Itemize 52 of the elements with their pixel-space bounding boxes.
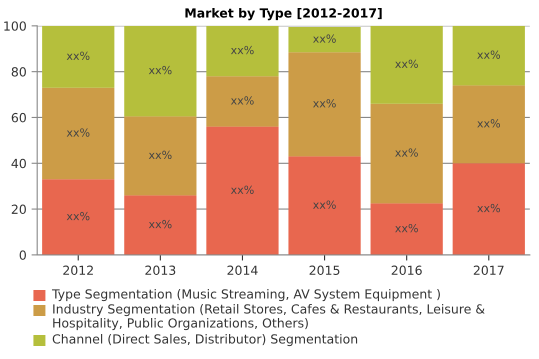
x-tick-label: 2013 — [145, 266, 176, 275]
data-label: xx% — [313, 200, 336, 209]
bar — [124, 195, 196, 255]
data-label: xx% — [148, 66, 172, 74]
data-label: xx% — [477, 50, 500, 59]
data-label: xx% — [395, 224, 418, 232]
bar — [42, 26, 114, 88]
y-tick-label: 60 — [12, 112, 26, 122]
bar — [370, 104, 443, 204]
data-label: xx% — [230, 96, 254, 105]
data-label: xx% — [148, 150, 172, 160]
legend-label: Type Segmentation (Music Streaming, AV System Equipment ) — [52, 288, 440, 302]
bar — [370, 203, 443, 255]
bar — [124, 116, 196, 196]
y-tick-label: 80 — [12, 67, 26, 77]
bar — [206, 76, 279, 127]
data-label: xx% — [66, 128, 90, 137]
data-label: xx% — [477, 204, 500, 212]
bar — [452, 26, 525, 86]
bar — [288, 156, 361, 255]
bar — [370, 26, 443, 104]
legend-label: Channel (Direct Sales, Distributor) Segmentation — [52, 334, 358, 346]
bar — [206, 126, 279, 255]
y-tick-label: 40 — [11, 158, 26, 168]
bar — [42, 179, 114, 255]
bar — [206, 26, 279, 76]
bar — [452, 85, 525, 164]
bar — [452, 163, 525, 255]
y-tick-label: 20 — [12, 204, 26, 214]
x-tick-label: 2012 — [63, 266, 93, 275]
bar — [42, 88, 114, 180]
x-tick-label: 2015 — [310, 266, 340, 275]
data-label: xx% — [230, 186, 254, 194]
x-tick-label: 2016 — [392, 266, 422, 275]
bar — [288, 26, 361, 52]
data-label: xx% — [230, 46, 254, 54]
data-label: xx% — [395, 148, 418, 157]
x-tick-label: 2017 — [474, 266, 504, 275]
y-tick-label: 0 — [20, 250, 26, 260]
data-label: xx% — [313, 34, 336, 43]
data-label: xx% — [148, 220, 172, 228]
data-label: xx% — [395, 60, 418, 68]
data-label: xx% — [313, 99, 336, 108]
chart-title: Market by Type [2012-2017] — [185, 8, 382, 20]
bar — [124, 26, 196, 116]
data-label: xx% — [66, 212, 90, 220]
y-tick-label: 100 — [4, 21, 26, 31]
bar — [288, 52, 361, 156]
data-label: xx% — [66, 52, 90, 60]
legend-label: Industry Segmentation (Retail Stores, Cafes & Restaurants, Leisure & Hospitality, Public Organizations, Others) — [53, 304, 485, 330]
x-tick-label: 2014 — [227, 266, 258, 275]
data-label: xx% — [477, 119, 500, 128]
